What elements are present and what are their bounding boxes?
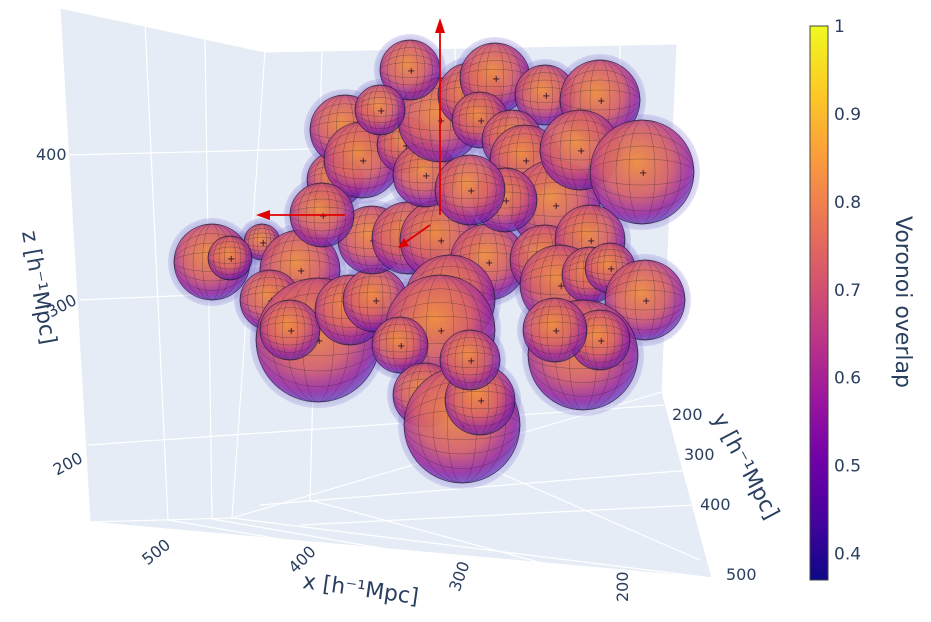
colorbar-tick-3: 0.7 bbox=[834, 281, 861, 301]
direction-arrows bbox=[256, 18, 445, 248]
sphere-wire bbox=[213, 235, 247, 281]
sphere-center-marker: + bbox=[402, 141, 410, 152]
sphere-center-marker: + bbox=[287, 326, 295, 337]
sphere-center-marker: + bbox=[477, 116, 485, 127]
colorbar-tick-1: 0.5 bbox=[834, 457, 861, 477]
sphere-center-marker: + bbox=[552, 326, 560, 337]
sphere-center-marker: + bbox=[552, 201, 560, 212]
colorbar-gradient bbox=[809, 25, 829, 581]
arrow-diag bbox=[402, 224, 431, 245]
sphere-center-marker: + bbox=[577, 146, 585, 157]
colorbar-ticks: 0.4 0.5 0.6 0.7 0.8 0.9 1 bbox=[834, 17, 861, 565]
sphere-wire bbox=[522, 305, 588, 355]
sphere-center-marker: + bbox=[557, 281, 565, 292]
x-tick-300: 300 bbox=[445, 559, 473, 594]
x-tick-500: 500 bbox=[138, 535, 174, 569]
colorbar-tick-0: 0.4 bbox=[834, 545, 861, 565]
arrow-diag-head bbox=[398, 238, 409, 248]
sphere-wire bbox=[443, 154, 497, 226]
arrow-up-head bbox=[435, 18, 445, 33]
sphere-center-marker: + bbox=[467, 186, 475, 197]
sphere-center-marker: + bbox=[467, 356, 475, 367]
sphere-wire bbox=[207, 241, 253, 275]
sphere-wire bbox=[439, 337, 501, 383]
sphere-center-marker: + bbox=[259, 238, 267, 249]
z-tick-200: 200 bbox=[50, 448, 86, 479]
sphere-center-marker: + bbox=[607, 264, 615, 275]
sphere-center-marker: + bbox=[597, 96, 605, 107]
sphere-center-marker: + bbox=[359, 156, 367, 167]
sphere-center-marker: + bbox=[477, 396, 485, 407]
sphere-wire bbox=[259, 307, 321, 353]
y-tick-300: 300 bbox=[684, 445, 715, 464]
x-axis-title: x [h⁻¹Mpc] bbox=[301, 569, 420, 610]
colorbar-tick-5: 0.9 bbox=[834, 105, 861, 125]
arrow-left-head bbox=[256, 210, 270, 220]
sphere-wire bbox=[387, 39, 433, 101]
y-tick-500: 500 bbox=[726, 565, 757, 584]
sphere-wire bbox=[267, 299, 313, 361]
z-tick-400: 400 bbox=[36, 145, 67, 164]
y-tick-400: 400 bbox=[700, 495, 731, 514]
sphere-center-marker: + bbox=[485, 258, 493, 269]
sphere-center-marker: + bbox=[492, 74, 500, 85]
sphere-wire bbox=[589, 132, 695, 212]
sphere-center-marker: + bbox=[372, 296, 380, 307]
sphere-center-marker: + bbox=[422, 171, 430, 182]
sphere-center-marker: + bbox=[319, 211, 327, 222]
sphere-wire bbox=[371, 323, 429, 367]
sphere-wire bbox=[527, 313, 639, 397]
colorbar-title: Voronoi overlap bbox=[890, 216, 915, 388]
colorbar-tick-6: 1 bbox=[834, 17, 845, 37]
sphere-wire bbox=[602, 119, 682, 225]
sphere-center-marker: + bbox=[297, 266, 305, 277]
sphere-center-marker: + bbox=[639, 168, 647, 179]
sphere-center-marker: + bbox=[587, 236, 595, 247]
sphere-center-marker: + bbox=[437, 326, 445, 337]
sphere-center-marker: + bbox=[642, 296, 650, 307]
sphere-center-marker: + bbox=[397, 341, 405, 352]
sphere-wire bbox=[378, 316, 422, 374]
sphere-center-marker: + bbox=[377, 106, 385, 117]
x-tick-200: 200 bbox=[613, 571, 632, 602]
sphere-center-marker: + bbox=[542, 91, 550, 102]
sphere-wire bbox=[530, 297, 580, 363]
sphere-center-marker: + bbox=[227, 254, 235, 265]
colorbar-tick-4: 0.8 bbox=[834, 193, 861, 213]
y-axis-ticks: 200 300 400 500 bbox=[672, 405, 757, 584]
sphere-center-marker: + bbox=[597, 336, 605, 347]
sphere-center-marker: + bbox=[437, 236, 445, 247]
sphere-center-marker: + bbox=[437, 116, 445, 127]
sphere-wire bbox=[604, 269, 686, 331]
sphere-wire bbox=[361, 84, 399, 136]
sphere-center-marker: + bbox=[315, 336, 323, 347]
sphere-wire bbox=[614, 259, 676, 341]
sphere-center-marker: + bbox=[502, 196, 510, 207]
sphere-center-marker: + bbox=[522, 156, 530, 167]
voronoi-spheres: ++++++++++++++++++++++++++++++++++++++++… bbox=[168, 34, 700, 489]
colorbar: 0.4 0.5 0.6 0.7 0.8 0.9 1 Voronoi overlap bbox=[809, 17, 915, 581]
z-axis-title: z [h⁻¹Mpc] bbox=[16, 229, 61, 347]
colorbar-tick-2: 0.6 bbox=[834, 369, 861, 389]
sphere-wire bbox=[354, 91, 406, 129]
sphere-wire bbox=[447, 329, 493, 391]
y-tick-200: 200 bbox=[672, 405, 703, 424]
floor-pane bbox=[89, 391, 713, 579]
sphere-center-marker: + bbox=[407, 66, 415, 77]
sphere-wire bbox=[434, 163, 506, 217]
